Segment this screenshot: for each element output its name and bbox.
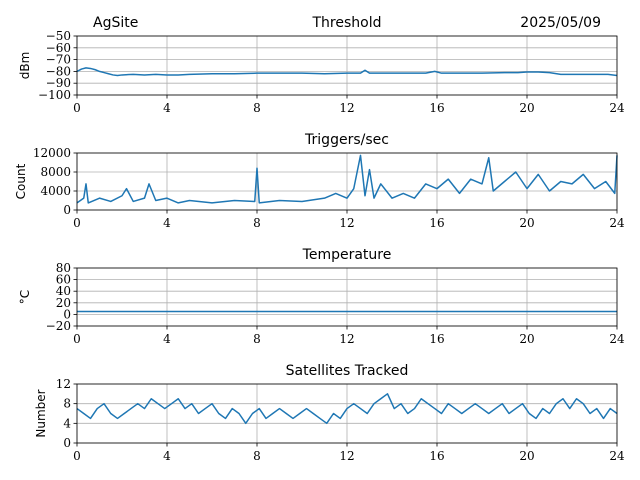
x-tick-label: 8 — [253, 449, 261, 463]
x-tick-label: 16 — [429, 332, 444, 346]
x-tick-label: 8 — [253, 216, 261, 230]
y-axis-label: dBm — [18, 52, 32, 80]
y-axis-label: °C — [18, 290, 32, 304]
y-tick-label: −100 — [38, 88, 71, 102]
y-tick-label: 60 — [56, 273, 71, 287]
x-tick-label: 24 — [609, 449, 625, 463]
panel-1: 0 4 8 12 16 20 24 −100−90−80−70−60−50 Threshold d… — [18, 15, 625, 115]
x-tick-label: 12 — [339, 449, 354, 463]
y-tick-label: 0 — [63, 436, 71, 450]
panel-2: 0 4 8 12 16 20 24 0 4000 8000 12000 Triggers/sec Cou… — [14, 132, 625, 230]
series-line-1 — [76, 154, 618, 204]
y-tick-label: −60 — [46, 41, 71, 55]
y-tick-label: 8 — [63, 397, 71, 411]
x-tick-label: 4 — [163, 101, 171, 115]
x-tick-label: 12 — [339, 332, 354, 346]
x-tick-label: 0 — [73, 449, 81, 463]
y-tick-label: −90 — [46, 76, 71, 90]
x-tick-label: 16 — [429, 101, 444, 115]
x-tick-label: 12 — [339, 216, 354, 230]
y-tick-label: −20 — [46, 319, 71, 333]
series-line-1 — [76, 393, 618, 425]
y-tick-label: −50 — [46, 29, 71, 43]
x-tick-label: 20 — [519, 449, 534, 463]
y-tick-label: 12 — [56, 377, 71, 391]
y-tick-label: 20 — [56, 296, 71, 310]
panel-title: Temperature — [302, 247, 392, 263]
y-tick-label: 12000 — [33, 146, 71, 160]
x-tick-label: 8 — [253, 101, 261, 115]
chart-panels: 0 4 8 12 16 20 24 −100−90−80−70−60−50 Threshold d… — [14, 15, 625, 463]
panel-4: 0 4 8 12 16 20 24 0 4 8 12 Satellites Tracked Number — [34, 363, 625, 463]
x-tick-label: 8 — [253, 332, 261, 346]
x-tick-label: 12 — [339, 101, 354, 115]
series-line-1 — [76, 67, 618, 77]
y-tick-label: 0 — [63, 203, 71, 217]
y-axis-label: Count — [14, 163, 28, 199]
x-tick-label: 4 — [163, 332, 171, 346]
x-tick-label: 20 — [519, 216, 534, 230]
x-tick-label: 24 — [609, 101, 625, 115]
y-tick-label: 8000 — [40, 165, 71, 179]
site-label: AgSite — [93, 15, 138, 31]
x-tick-label: 16 — [429, 216, 444, 230]
y-tick-label: 80 — [56, 261, 71, 275]
panel-title: Satellites Tracked — [286, 363, 409, 379]
x-tick-label: 24 — [609, 332, 625, 346]
x-tick-label: 0 — [73, 332, 81, 346]
y-tick-label: 40 — [56, 284, 71, 298]
date-label: 2025/05/09 — [520, 15, 601, 31]
panel-title: Triggers/sec — [304, 132, 389, 148]
x-tick-label: 24 — [609, 216, 625, 230]
y-tick-label: 4000 — [40, 184, 71, 198]
y-tick-label: −80 — [46, 64, 71, 78]
x-tick-label: 0 — [73, 216, 81, 230]
x-tick-label: 20 — [519, 332, 534, 346]
x-tick-label: 4 — [163, 449, 171, 463]
x-tick-label: 4 — [163, 216, 171, 230]
x-tick-label: 0 — [73, 101, 81, 115]
y-axis-label: Number — [34, 389, 48, 437]
y-tick-label: −70 — [46, 53, 71, 67]
x-tick-label: 16 — [429, 449, 444, 463]
y-tick-label: 0 — [63, 307, 71, 321]
panel-title: Threshold — [312, 15, 382, 31]
y-tick-label: 4 — [63, 416, 71, 430]
x-tick-label: 20 — [519, 101, 534, 115]
